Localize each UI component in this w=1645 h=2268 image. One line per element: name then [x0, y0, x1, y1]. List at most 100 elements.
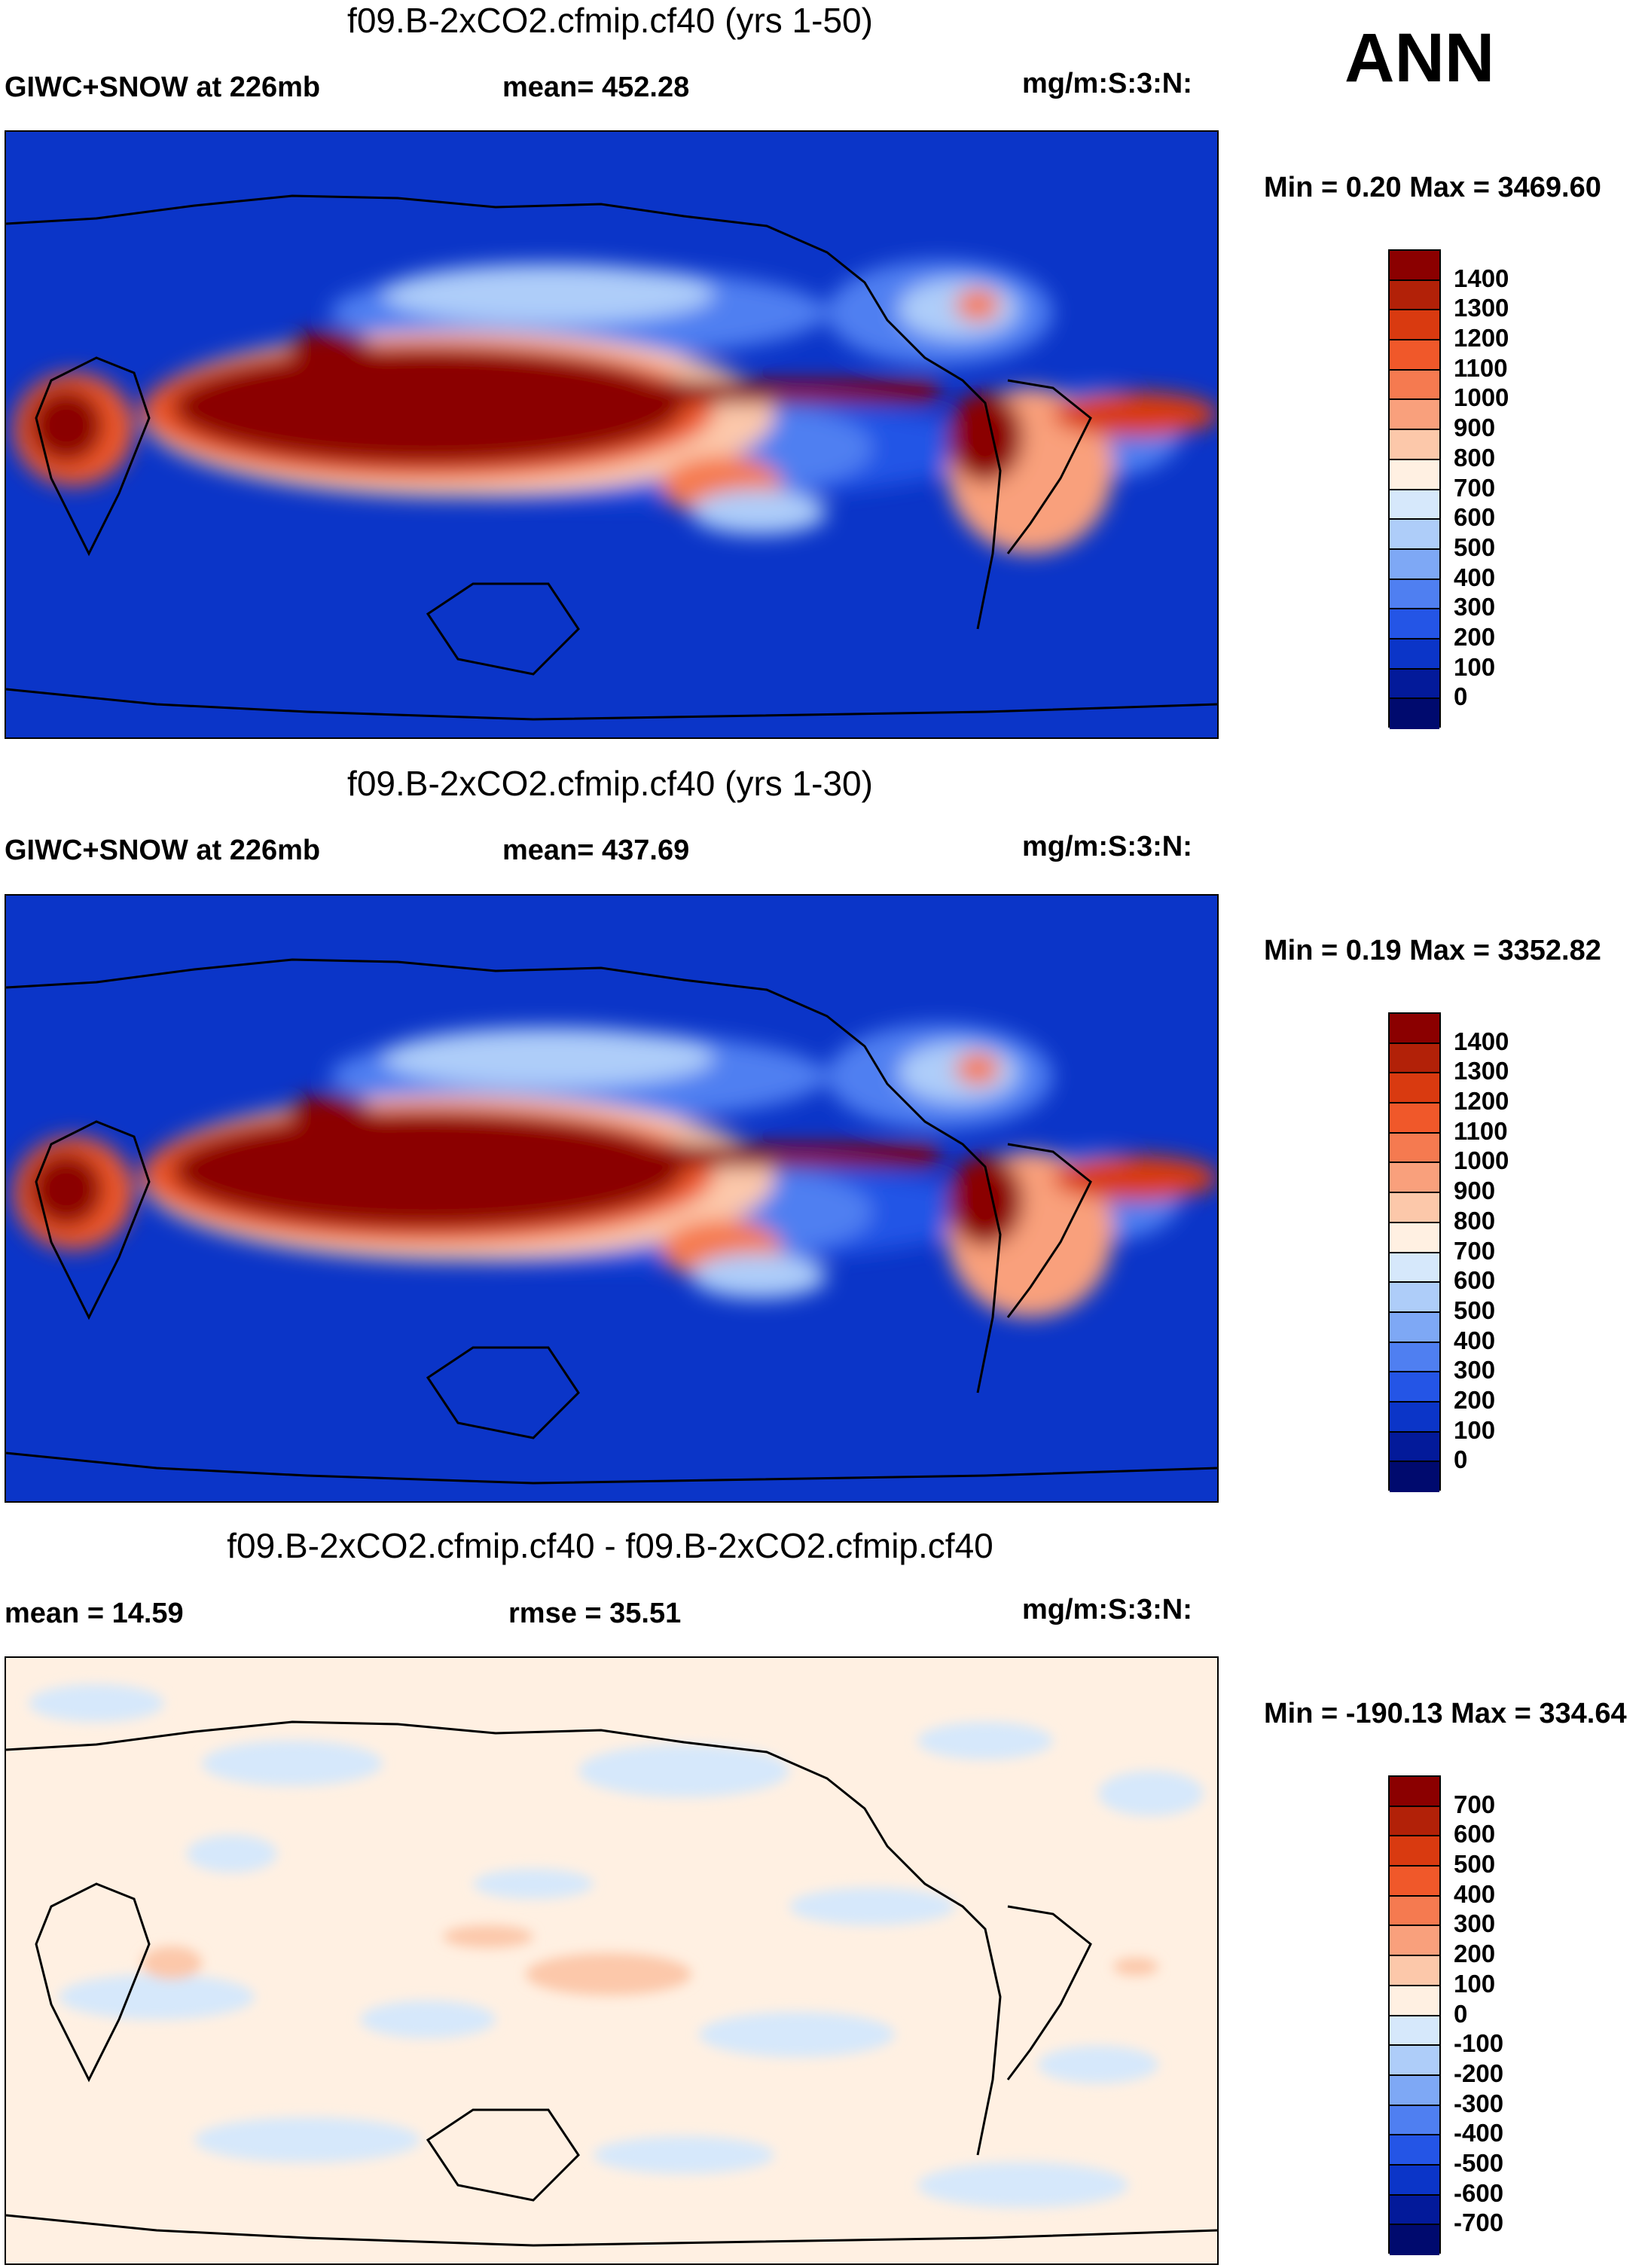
colorbar-segment [1390, 2135, 1439, 2166]
panel-3-title: f09.B-2xCO2.cfmip.cf40 - f09.B-2xCO2.cfm… [227, 1526, 993, 1565]
panel-2-minmax: Min = 0.19 Max = 3352.82 [1264, 935, 1601, 966]
panel-2-units-label: mg/m:S:3:N: [1022, 831, 1192, 862]
colorbar-segment [1390, 2075, 1439, 2106]
colorbar-segment [1390, 609, 1439, 639]
panel-2-map [5, 894, 1219, 1503]
panel-1-colorbar [1388, 249, 1441, 729]
colorbar-segment [1390, 2165, 1439, 2196]
colorbar-segment [1390, 2195, 1439, 2226]
colorbar-tick-label: 1300 [1454, 1057, 1509, 1085]
colorbar-tick-label: 500 [1454, 1296, 1496, 1324]
colorbar-tick-label: 0 [1454, 1445, 1468, 1474]
colorbar-tick-label: 0 [1454, 682, 1468, 711]
colorbar-tick-label: 300 [1454, 593, 1496, 621]
panel-1-contour-field [6, 132, 1217, 737]
colorbar-segment [1390, 1867, 1439, 1897]
colorbar-segment [1390, 1312, 1439, 1343]
colorbar-tick-label: 1300 [1454, 294, 1509, 322]
panel-1-minmax: Min = 0.20 Max = 3469.60 [1264, 172, 1601, 203]
colorbar-tick-label: 500 [1454, 1850, 1496, 1879]
colorbar-tick-label: 100 [1454, 1415, 1496, 1444]
panel-2-title: f09.B-2xCO2.cfmip.cf40 (yrs 1-30) [347, 764, 873, 803]
colorbar-tick-label: 1200 [1454, 1087, 1509, 1116]
colorbar-segment [1390, 1402, 1439, 1433]
colorbar-tick-label: 800 [1454, 1206, 1496, 1235]
colorbar-tick-label: 1000 [1454, 383, 1509, 412]
colorbar-segment [1390, 2105, 1439, 2136]
colorbar-tick-label: 700 [1454, 1790, 1496, 1818]
colorbar-segment [1390, 340, 1439, 371]
colorbar-segment [1390, 1133, 1439, 1164]
colorbar-segment [1390, 400, 1439, 431]
panel-3-rmse-label: rmse = 35.51 [508, 1598, 682, 1629]
panel-3-colorbar-labels: 700 600 500 400 300 200 100 0 -100 -200 -300 -400 -5… [1454, 1775, 1604, 2254]
colorbar-segment [1390, 1103, 1439, 1134]
panel-3-units-label: mg/m:S:3:N: [1022, 1594, 1192, 1625]
colorbar-tick-label: 400 [1454, 563, 1496, 591]
colorbar-tick-label: 200 [1454, 622, 1496, 651]
colorbar-segment [1390, 1926, 1439, 1957]
panel-1-mean-label: mean= 452.28 [502, 72, 690, 103]
colorbar-tick-label: -400 [1454, 2119, 1504, 2147]
colorbar-segment [1390, 1896, 1439, 1927]
colorbar-segment [1390, 310, 1439, 341]
colorbar-tick-label: 300 [1454, 1356, 1496, 1384]
colorbar-tick-label: 400 [1454, 1326, 1496, 1354]
colorbar-segment [1390, 1777, 1439, 1807]
panel-3-contour-field [6, 1658, 1217, 2263]
colorbar-segment [1390, 1432, 1439, 1463]
colorbar-segment [1390, 1043, 1439, 1074]
colorbar-segment [1390, 549, 1439, 580]
colorbar-tick-label: 200 [1454, 1940, 1496, 1968]
panel-1-colorbar-labels: 1400 1300 1200 1100 1000 900 800 700 600 500 400 30… [1454, 249, 1604, 728]
colorbar-tick-label: 800 [1454, 443, 1496, 472]
panel-1-variable-label: GIWC+SNOW at 226mb [5, 72, 321, 103]
colorbar-segment [1390, 459, 1439, 490]
colorbar-segment [1390, 1223, 1439, 1253]
colorbar-tick-label: 1000 [1454, 1146, 1509, 1175]
colorbar-segment [1390, 1372, 1439, 1403]
colorbar-segment [1390, 1014, 1439, 1044]
colorbar-segment [1390, 1342, 1439, 1373]
colorbar-tick-label: 900 [1454, 414, 1496, 442]
colorbar-tick-label: 600 [1454, 1820, 1496, 1848]
panel-2-variable-label: GIWC+SNOW at 226mb [5, 835, 321, 866]
colorbar-tick-label: 100 [1454, 1969, 1496, 1998]
colorbar-tick-label: 1400 [1454, 264, 1509, 292]
colorbar-segment [1390, 1283, 1439, 1313]
colorbar-tick-label: 600 [1454, 503, 1496, 532]
panel-1-title: f09.B-2xCO2.cfmip.cf40 (yrs 1-50) [347, 1, 873, 40]
panel-3-minmax: Min = -190.13 Max = 334.64 [1264, 1698, 1627, 1729]
colorbar-tick-label: 1100 [1454, 353, 1508, 382]
colorbar-tick-label: 1200 [1454, 324, 1509, 353]
panel-1-map [5, 130, 1219, 739]
colorbar-segment [1390, 1836, 1439, 1867]
colorbar-tick-label: 300 [1454, 1909, 1496, 1938]
panel-3-colorbar [1388, 1775, 1441, 2255]
colorbar-tick-label: -500 [1454, 2148, 1504, 2177]
colorbar-segment [1390, 639, 1439, 670]
colorbar-segment [1390, 370, 1439, 401]
colorbar-tick-label: 600 [1454, 1266, 1496, 1295]
colorbar-tick-label: 100 [1454, 652, 1496, 681]
colorbar-segment [1390, 1806, 1439, 1837]
colorbar-tick-label: -200 [1454, 2059, 1504, 2087]
colorbar-segment [1390, 669, 1439, 700]
panel-1-units-label: mg/m:S:3:N: [1022, 68, 1192, 99]
colorbar-tick-label: 1400 [1454, 1027, 1509, 1055]
colorbar-segment [1390, 280, 1439, 311]
colorbar-segment [1390, 2225, 1439, 2255]
colorbar-tick-label: 200 [1454, 1385, 1496, 1414]
colorbar-segment [1390, 1986, 1439, 2016]
colorbar-tick-label: -100 [1454, 2029, 1504, 2058]
colorbar-segment [1390, 1253, 1439, 1284]
colorbar-segment [1390, 490, 1439, 520]
colorbar-segment [1390, 699, 1439, 729]
colorbar-segment [1390, 1193, 1439, 1223]
colorbar-tick-label: -700 [1454, 2208, 1504, 2237]
panel-3-map [5, 1656, 1219, 2265]
colorbar-segment [1390, 1073, 1439, 1104]
colorbar-segment [1390, 520, 1439, 550]
panel-2-contour-field [6, 896, 1217, 1501]
colorbar-tick-label: 1100 [1454, 1116, 1508, 1145]
